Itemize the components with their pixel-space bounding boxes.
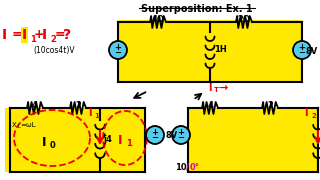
Text: 8V: 8V — [306, 46, 318, 55]
Text: I: I — [304, 108, 308, 118]
Text: =: = — [12, 28, 23, 42]
Text: 1: 1 — [126, 138, 132, 147]
Text: −: − — [178, 134, 185, 143]
Circle shape — [146, 126, 164, 144]
Text: 2: 2 — [312, 113, 317, 119]
Text: 2: 2 — [75, 101, 81, 110]
Text: −: − — [299, 48, 306, 57]
Text: 2: 2 — [267, 101, 273, 110]
Text: j4: j4 — [103, 136, 112, 145]
Circle shape — [293, 41, 311, 59]
Text: −: − — [151, 134, 158, 143]
Text: (10cos4t)V: (10cos4t)V — [33, 46, 75, 55]
Text: 0°: 0° — [190, 163, 200, 172]
Circle shape — [172, 126, 190, 144]
Text: +: + — [115, 43, 122, 52]
Text: I: I — [118, 134, 123, 147]
Text: L: L — [17, 124, 20, 129]
Text: 2: 2 — [50, 35, 56, 44]
Text: 2Ω: 2Ω — [237, 15, 251, 24]
Text: =ωL: =ωL — [20, 122, 36, 128]
Text: X: X — [12, 122, 17, 128]
Text: 4: 4 — [32, 101, 38, 110]
Text: ?: ? — [63, 28, 71, 42]
Text: 4: 4 — [207, 101, 213, 110]
Text: /: / — [186, 163, 189, 172]
Text: I: I — [208, 83, 212, 93]
Text: −: − — [115, 48, 122, 57]
Text: +: + — [151, 128, 158, 137]
Text: =: = — [55, 28, 66, 42]
Text: →: → — [218, 83, 228, 93]
Text: +: + — [299, 43, 306, 52]
Text: +: + — [178, 128, 185, 137]
Text: +: + — [34, 28, 44, 42]
Text: 0: 0 — [50, 141, 56, 150]
Text: I: I — [42, 28, 47, 42]
Bar — [188, 108, 318, 172]
Circle shape — [109, 41, 127, 59]
Text: Superposition: Ex. 1: Superposition: Ex. 1 — [141, 4, 253, 14]
Text: 8V: 8V — [165, 130, 177, 140]
Text: 10: 10 — [175, 163, 187, 172]
Text: I: I — [22, 28, 27, 42]
Text: 1: 1 — [30, 35, 36, 44]
Text: T: T — [214, 87, 219, 93]
Text: 1: 1 — [94, 113, 99, 119]
Text: I: I — [88, 108, 92, 118]
Text: 1H: 1H — [214, 46, 227, 55]
Text: I: I — [42, 136, 46, 150]
Text: I: I — [2, 28, 7, 42]
Text: 4Ω: 4Ω — [151, 15, 164, 24]
Bar — [118, 20, 302, 82]
Bar — [5, 108, 145, 172]
